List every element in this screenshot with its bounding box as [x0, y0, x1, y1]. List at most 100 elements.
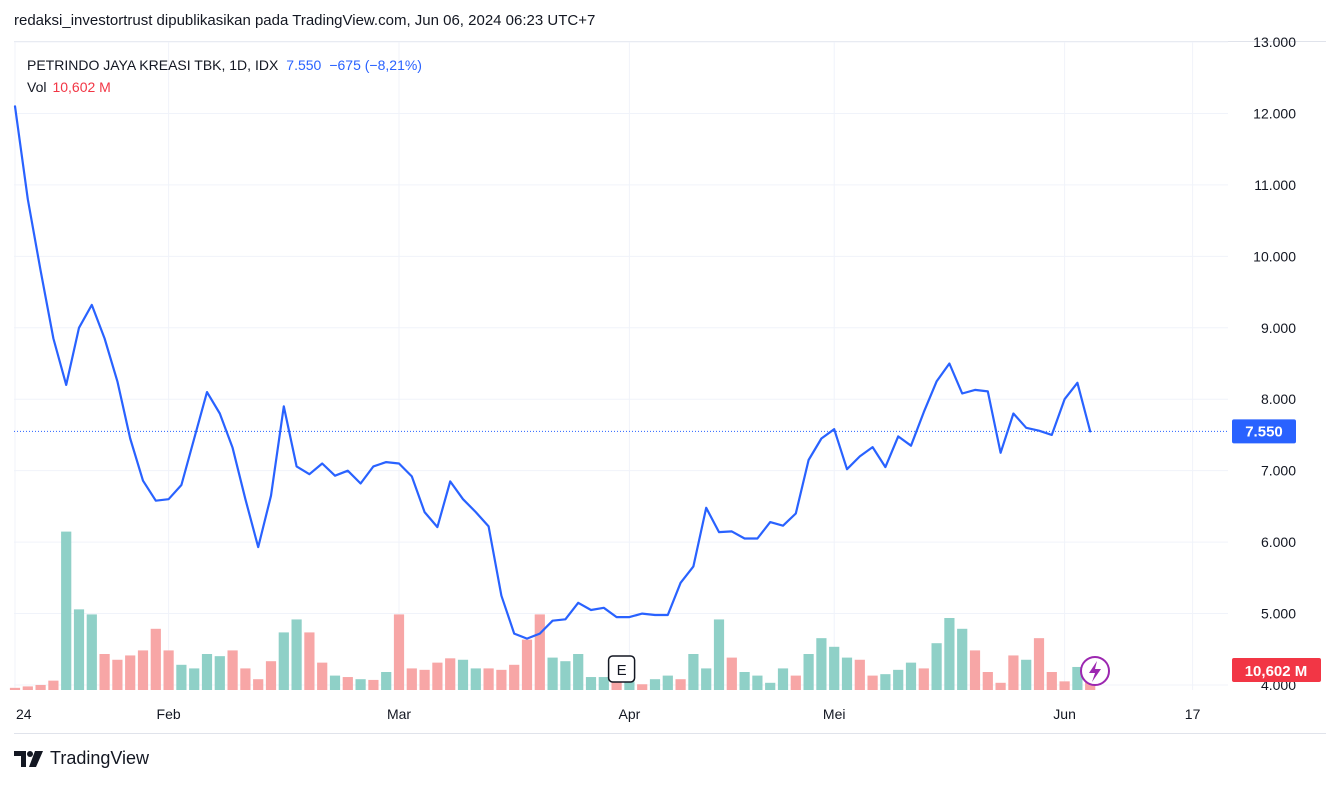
- volume-bar: [624, 681, 635, 690]
- last-price-badge: 7.550: [1232, 419, 1296, 444]
- publication-caption: redaksi_investortrust dipublikasikan pad…: [14, 12, 596, 29]
- volume-bar: [765, 682, 776, 690]
- volume-bar: [278, 632, 289, 690]
- x-tick-label: Mei: [823, 706, 846, 722]
- volume-bar: [227, 650, 238, 690]
- last-price-badge-label: 7.550: [1245, 423, 1283, 440]
- volume-bar: [675, 679, 686, 690]
- x-tick-label: Mar: [387, 706, 411, 722]
- volume-bar: [201, 654, 213, 690]
- tradingview-brand[interactable]: TradingView: [14, 748, 149, 769]
- volume-bar: [483, 668, 494, 690]
- volume-bar: [73, 609, 85, 690]
- y-tick-label: 10.000: [1253, 248, 1296, 264]
- volume-bar: [432, 662, 443, 690]
- volume-bar: [777, 668, 789, 690]
- volume-bar: [1072, 666, 1083, 690]
- price-change: −675 (−8,21%): [329, 57, 422, 73]
- y-tick-label: 5.000: [1261, 606, 1296, 622]
- price-line: [13, 105, 1092, 640]
- flash-icon[interactable]: [1080, 656, 1110, 686]
- y-tick-label: 7.000: [1261, 463, 1296, 479]
- x-tick-label: Feb: [157, 706, 181, 722]
- earnings-event-marker[interactable]: E: [607, 655, 636, 683]
- tradingview-logo-icon: [14, 750, 43, 767]
- volume-bar: [189, 668, 200, 690]
- volume-bar: [585, 677, 597, 690]
- symbol-title: PETRINDO JAYA KREASI TBK, 1D, IDX: [27, 57, 279, 73]
- volume-bar: [1059, 681, 1070, 690]
- volume-bar: [547, 657, 558, 690]
- volume-bar: [150, 628, 161, 690]
- volume-bar: [48, 680, 59, 690]
- volume-bar: [918, 668, 929, 690]
- volume-bar: [22, 686, 33, 690]
- volume-bar: [86, 614, 97, 690]
- volume-bar: [790, 675, 801, 690]
- volume-bar: [995, 682, 1006, 690]
- volume-bar: [214, 656, 225, 690]
- volume-bar: [598, 677, 609, 690]
- volume-bar: [841, 657, 853, 690]
- volume-bar: [137, 650, 149, 690]
- volume-bar: [125, 655, 136, 690]
- volume-bar: [176, 664, 187, 690]
- x-tick-label: 24: [16, 706, 32, 722]
- volume-bar: [662, 675, 673, 690]
- x-tick-label: Apr: [619, 706, 641, 722]
- volume-bar: [688, 654, 699, 690]
- volume-bar: [368, 679, 379, 690]
- volume-bar: [829, 646, 840, 690]
- volume-bars: [9, 531, 1096, 690]
- volume-bar: [445, 658, 456, 690]
- volume-bar: [406, 668, 417, 690]
- brand-name: TradingView: [50, 748, 150, 768]
- chart-grid: [14, 41, 1228, 690]
- time-axis: 24 Feb Mar Apr Mei Jun 17: [16, 706, 1201, 722]
- volume-bar: [521, 639, 533, 690]
- volume-bar: [381, 672, 392, 690]
- volume-bar: [9, 687, 21, 690]
- volume-badge-label: 10,602 M: [1245, 663, 1308, 680]
- volume-badge: 10,602 M: [1232, 658, 1321, 682]
- volume-bar: [1033, 638, 1045, 690]
- y-tick-label: 6.000: [1261, 534, 1296, 550]
- volume-bar: [1021, 659, 1032, 690]
- price-axis: 13.000 12.000 11.000 10.000 9.000 8.000 7.000 6…: [1253, 34, 1296, 693]
- volume-label: Vol: [27, 79, 47, 95]
- volume-bar: [905, 662, 917, 690]
- volume-bar: [701, 668, 712, 690]
- volume-bar: [803, 654, 814, 690]
- volume-bar: [342, 677, 353, 690]
- volume-bar: [931, 643, 942, 690]
- volume-bar: [649, 679, 661, 690]
- volume-bar: [304, 632, 315, 690]
- volume-bar: [509, 664, 520, 690]
- volume-bar: [291, 619, 302, 690]
- volume-bar: [560, 661, 571, 690]
- volume-bar: [457, 659, 469, 690]
- volume-bar: [1008, 655, 1019, 690]
- volume-bar: [240, 668, 251, 690]
- volume-bar: [470, 668, 481, 690]
- volume-bar: [61, 531, 72, 690]
- volume-bar: [1046, 672, 1057, 690]
- volume-bar: [355, 679, 366, 690]
- y-tick-label: 13.000: [1253, 34, 1296, 50]
- volume-bar: [419, 669, 430, 690]
- volume-bar: [496, 669, 507, 690]
- volume-bar: [573, 654, 584, 690]
- y-tick-label: 8.000: [1261, 391, 1296, 407]
- volume-bar: [112, 659, 123, 690]
- volume-bar: [982, 672, 993, 690]
- volume-bar: [713, 619, 725, 690]
- volume-bar: [726, 657, 737, 690]
- volume-bar: [893, 669, 904, 690]
- volume-bar: [752, 675, 763, 690]
- y-tick-label: 9.000: [1261, 320, 1296, 336]
- volume-bar: [880, 674, 891, 690]
- volume-bar: [265, 661, 277, 690]
- volume-bar: [253, 679, 264, 690]
- y-tick-label: 11.000: [1254, 177, 1296, 193]
